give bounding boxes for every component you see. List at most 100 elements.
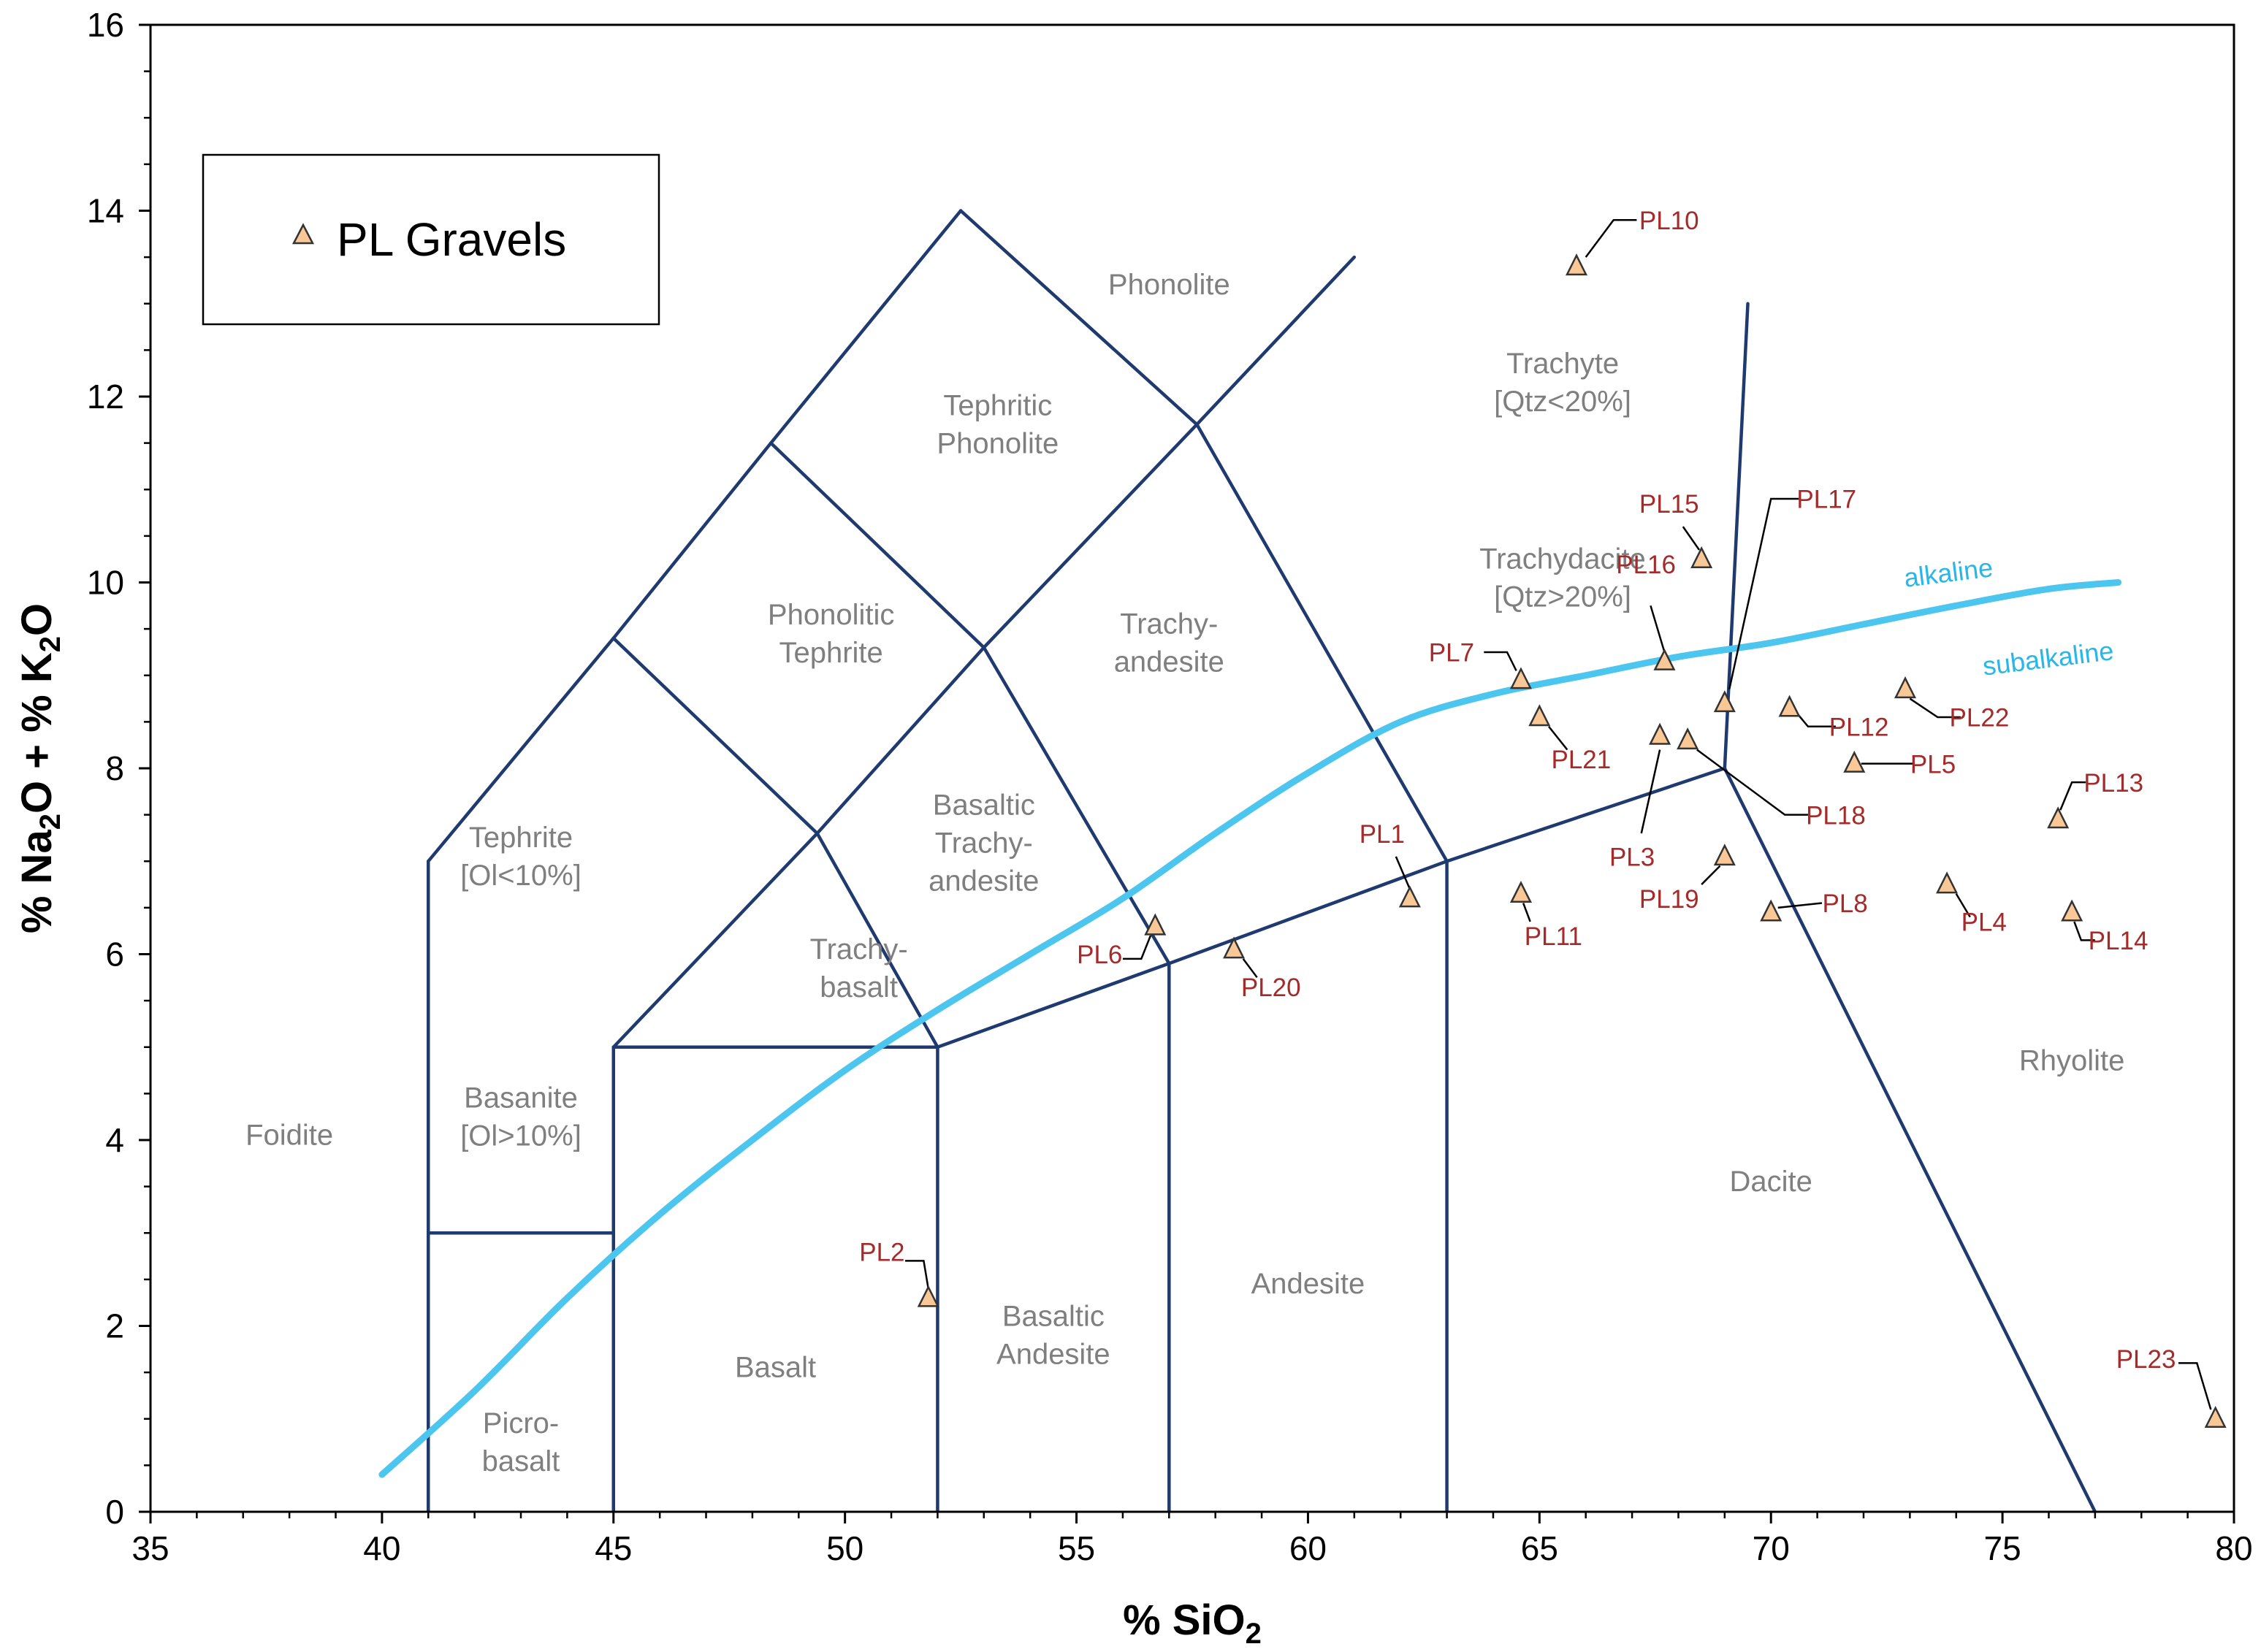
field-label: Foidite	[245, 1119, 333, 1151]
leader-line	[905, 1260, 929, 1289]
field-label: Basaltic Trachy-andesite	[929, 789, 1039, 898]
field-label-line: Phonolitic	[768, 599, 894, 631]
field-boundary-line	[769, 441, 986, 649]
sample-marker	[1144, 913, 1167, 936]
x-tick-label: 40	[363, 1529, 400, 1567]
field-label-line: Phonolite	[1108, 269, 1230, 301]
x-tick-label: 65	[1521, 1529, 1558, 1567]
leader-line	[1242, 958, 1258, 979]
sample-label: PL14	[2089, 927, 2148, 955]
field-label-line: [Qtz>20%]	[1494, 581, 1631, 613]
sample-marker	[1566, 253, 1588, 276]
field-label-line: [Qtz<20%]	[1494, 386, 1631, 418]
leader-line	[1701, 865, 1721, 885]
field-label-line: Basaltic	[933, 789, 1035, 822]
sample-label: PL10	[1639, 207, 1699, 235]
sample-marker	[1760, 899, 1783, 922]
x-tick-label: 55	[1058, 1529, 1095, 1567]
leader-line	[1777, 902, 1823, 909]
leader-line	[1640, 749, 1661, 834]
field-label: Basalt	[735, 1351, 816, 1383]
sample-marker	[1509, 667, 1533, 689]
field-boundary-line	[1723, 766, 2097, 1512]
sample-marker	[1398, 885, 1421, 908]
field-label: Phonolitic Tephrite	[768, 599, 894, 669]
sample-label: PL11	[1525, 922, 1582, 951]
field-label-line: Basalt	[735, 1351, 816, 1383]
x-tick-label: 75	[1984, 1529, 2021, 1567]
field-boundary-line	[611, 441, 773, 640]
field-label: Trachy-basalt	[810, 933, 908, 1003]
y-tick-label: 6	[105, 936, 124, 974]
sample-marker	[1936, 871, 1959, 894]
leader-line	[2059, 781, 2086, 811]
field-label-line: andesite	[929, 865, 1039, 898]
field-label-line: [Ol<10%]	[460, 860, 582, 892]
sample-marker	[1649, 722, 1671, 745]
x-axis-title-main: % SiO	[1123, 1596, 1246, 1644]
legend-box	[202, 153, 660, 326]
field-boundary-line	[936, 961, 1171, 1049]
leader-line	[1395, 856, 1411, 890]
field-label-line: Picro-	[483, 1407, 559, 1439]
sample-label: PL6	[1077, 941, 1122, 969]
sample-label: PL17	[1796, 486, 1856, 514]
sample-markers	[917, 253, 2227, 1428]
field-boundary-line	[958, 209, 1199, 427]
sample-leader-lines	[905, 218, 2212, 1410]
rock-field-labels: Foidite Picro-basalt Basalt Basaltic Andesit…	[245, 269, 2124, 1477]
field-label-line: basalt	[482, 1445, 560, 1477]
sample-label: PL18	[1806, 801, 1866, 830]
sample-marker	[1713, 690, 1736, 713]
sample-label: PL13	[2083, 769, 2143, 798]
sample-label: PL23	[2116, 1345, 2176, 1374]
field-label: Dacite	[1730, 1166, 1812, 1198]
leader-line	[1909, 697, 1961, 719]
sample-labels: PL1 PL2 PL3 PL4 PL5 PL6 PL7 PL8 PL10 PL11 PL12 PL13…	[859, 207, 2176, 1374]
leader-line	[1522, 903, 1531, 922]
leader-line	[1585, 218, 1637, 258]
field-boundary-line	[815, 646, 986, 835]
sample-marker	[1653, 648, 1676, 670]
sample-label: PL16	[1616, 551, 1676, 579]
y-axis-title-part-2: O + % K	[13, 652, 61, 814]
field-label: Rhyolite	[2019, 1045, 2125, 1077]
field-label-line: Trachydacite	[1479, 543, 1646, 575]
field-label: Trachy-andesite	[1114, 608, 1224, 678]
x-axis-title-sub: 2	[1246, 1618, 1262, 1650]
sample-marker	[1843, 750, 1866, 773]
field-label: Trachydacite [Qtz>20%]	[1479, 543, 1646, 613]
y-tick-label: 0	[105, 1493, 124, 1531]
sample-marker	[1894, 676, 1917, 699]
leader-line	[1650, 605, 1666, 653]
x-tick-label: 60	[1289, 1529, 1327, 1567]
field-label-line: Foidite	[245, 1119, 333, 1151]
leader-line	[2073, 921, 2095, 941]
sample-label: PL19	[1639, 885, 1699, 914]
field-boundary-line	[1195, 255, 1357, 427]
sample-marker	[1778, 695, 1801, 717]
leader-line	[1682, 526, 1701, 551]
leader-line	[1548, 725, 1568, 751]
y-tick-label: 12	[87, 378, 124, 416]
sample-marker	[1690, 546, 1713, 568]
x-tick-label: 70	[1753, 1529, 1790, 1567]
field-label: Trachyte [Qtz<20%]	[1494, 348, 1631, 418]
leader-line	[1122, 935, 1152, 960]
field-boundary-line	[1445, 766, 1727, 863]
sample-label: PL20	[1241, 974, 1301, 1002]
sample-label: PL8	[1822, 890, 1867, 918]
field-label-line: Tephrite	[469, 822, 573, 854]
field-boundary-line	[611, 831, 819, 1049]
field-label-line: Dacite	[1730, 1166, 1812, 1198]
field-label-line: Andesite	[996, 1339, 1110, 1371]
y-tick-label: 2	[105, 1307, 124, 1345]
field-label-line: Andesite	[1251, 1268, 1365, 1300]
sample-label: PL21	[1551, 746, 1611, 774]
field-boundary-line	[1723, 302, 1750, 770]
sample-label: PL22	[1950, 704, 2010, 733]
sample-marker	[1223, 936, 1246, 959]
leader-line	[1696, 749, 1808, 816]
legend-marker	[291, 223, 315, 245]
field-boundary-line	[1167, 860, 1449, 965]
